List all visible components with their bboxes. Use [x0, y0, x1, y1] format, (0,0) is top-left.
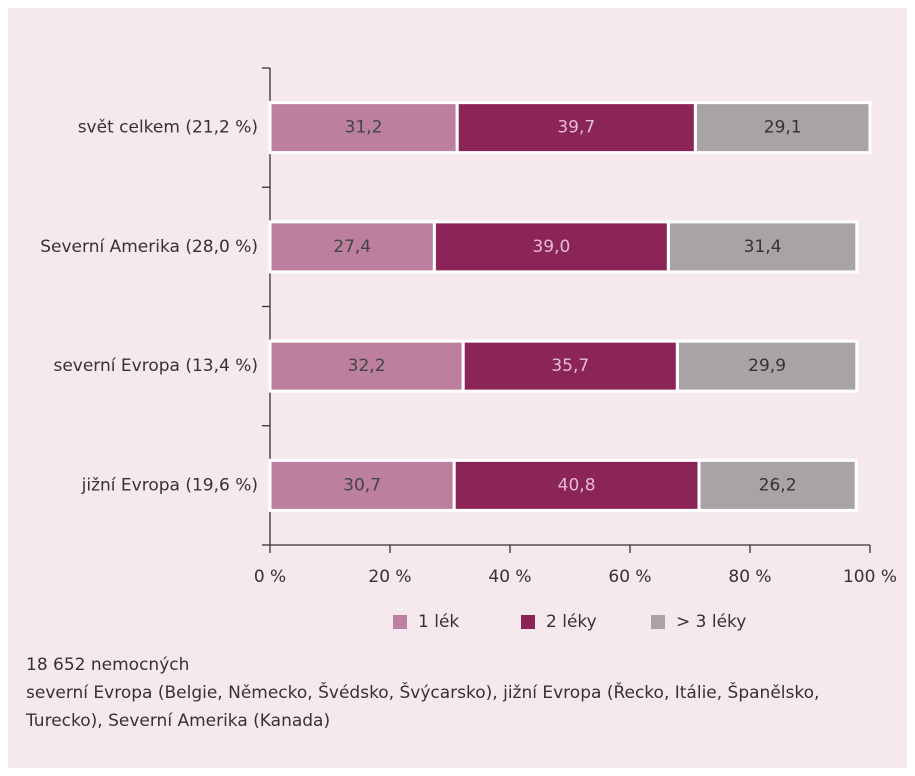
legend-swatch: [393, 615, 407, 629]
legend-swatch: [521, 615, 535, 629]
bar-segment: [432, 220, 670, 274]
value-label: 29,9: [748, 356, 786, 376]
y-tick-label: severní Evropa (13,4 %): [53, 356, 258, 376]
note: 18 652 nemocných: [26, 655, 190, 675]
bar-segment: [268, 458, 456, 512]
bar-segment: [268, 339, 465, 393]
bar-segment: [697, 458, 858, 512]
value-label: 29,1: [764, 118, 802, 138]
value-label: 35,7: [551, 356, 589, 376]
x-tick-label: 80 %: [728, 567, 771, 587]
legend-label: 1 lék: [418, 612, 459, 632]
value-label: 32,2: [348, 356, 386, 376]
bar-segment: [461, 339, 679, 393]
value-label: 39,7: [557, 118, 595, 138]
value-label: 40,8: [558, 475, 596, 495]
bar-segment: [455, 101, 697, 155]
value-label: 26,2: [759, 475, 797, 495]
legend-label: > 3 léky: [676, 612, 746, 632]
bar-segment: [693, 101, 872, 155]
legend-swatch: [651, 615, 665, 629]
bar-segment: [268, 220, 436, 274]
bar-segment: [675, 339, 859, 393]
x-tick-label: 0 %: [254, 567, 286, 587]
value-label: 39,0: [532, 237, 570, 257]
x-tick-label: 20 %: [368, 567, 411, 587]
y-tick-label: jižní Evropa (19,6 %): [81, 475, 258, 495]
legend-label: 2 léky: [546, 612, 597, 632]
value-label: 31,4: [744, 237, 782, 257]
y-tick-label: Severní Amerika (28,0 %): [40, 237, 258, 257]
value-label: 30,7: [343, 475, 381, 495]
note: severní Evropa (Belgie, Německo, Švédsko…: [26, 683, 820, 731]
value-label: 31,2: [345, 118, 383, 138]
notes: 18 652 nemocných severní Evropa (Belgie,…: [26, 651, 896, 735]
value-label: 27,4: [333, 237, 371, 257]
bar-segment: [268, 101, 459, 155]
bar-segment: [666, 220, 859, 274]
y-tick-label: svět celkem (21,2 %): [78, 118, 258, 138]
x-tick-label: 100 %: [843, 567, 897, 587]
x-tick-label: 40 %: [488, 567, 531, 587]
x-tick-label: 60 %: [608, 567, 651, 587]
